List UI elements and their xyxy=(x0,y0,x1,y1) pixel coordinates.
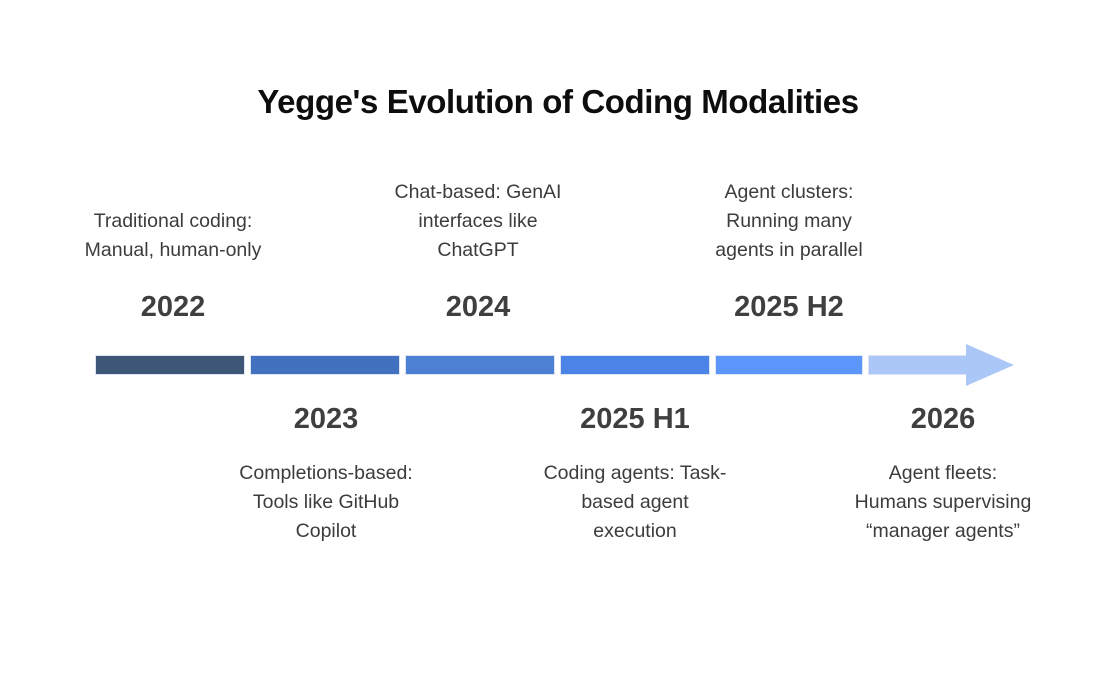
milestone-year: 2024 xyxy=(445,291,511,323)
timeline-segment-2022 xyxy=(95,355,245,375)
timeline-segment-2026 xyxy=(868,355,967,375)
milestone-year: 2026 xyxy=(910,403,976,435)
timeline-segment-2023 xyxy=(250,355,400,375)
milestone-description: Agent clusters: Running many agents in p… xyxy=(715,181,863,261)
milestone-2024: Chat-based: GenAI interfaces like ChatGP… xyxy=(343,173,613,323)
milestone-2026: 2026 Agent fleets: Humans supervising “m… xyxy=(808,403,1078,546)
milestone-2023: 2023 Completions-based: Tools like GitHu… xyxy=(191,403,461,546)
milestone-description: Agent fleets: Humans supervising “manage… xyxy=(854,462,1032,542)
page-title: Yegge's Evolution of Coding Modalities xyxy=(257,83,859,120)
milestone-description: Coding agents: Task- based agent executi… xyxy=(543,462,727,542)
milestone-description: Chat-based: GenAI interfaces like ChatGP… xyxy=(394,181,562,261)
milestone-2025-h1: 2025 H1 Coding agents: Task- based agent… xyxy=(500,403,770,546)
milestone-2025-h2: Agent clusters: Running many agents in p… xyxy=(654,173,924,323)
timeline-bar xyxy=(95,344,1014,386)
milestone-description: Traditional coding: Manual, human-only xyxy=(84,210,262,261)
milestone-year: 2022 xyxy=(140,291,206,323)
milestone-description: Completions-based: Tools like GitHub Cop… xyxy=(239,462,413,542)
timeline-segment-2025-h1 xyxy=(560,355,710,375)
milestone-year: 2025 H2 xyxy=(734,291,844,323)
milestone-year: 2025 H1 xyxy=(580,403,690,435)
milestone-2022: Traditional coding: Manual, human-only 2… xyxy=(38,173,308,323)
arrow-right-icon xyxy=(966,344,1014,386)
milestone-year: 2023 xyxy=(293,403,359,435)
timeline-segment-2024 xyxy=(405,355,555,375)
timeline-segment-2025-h2 xyxy=(715,355,863,375)
timeline-segment-2026-wrap xyxy=(868,344,1014,386)
